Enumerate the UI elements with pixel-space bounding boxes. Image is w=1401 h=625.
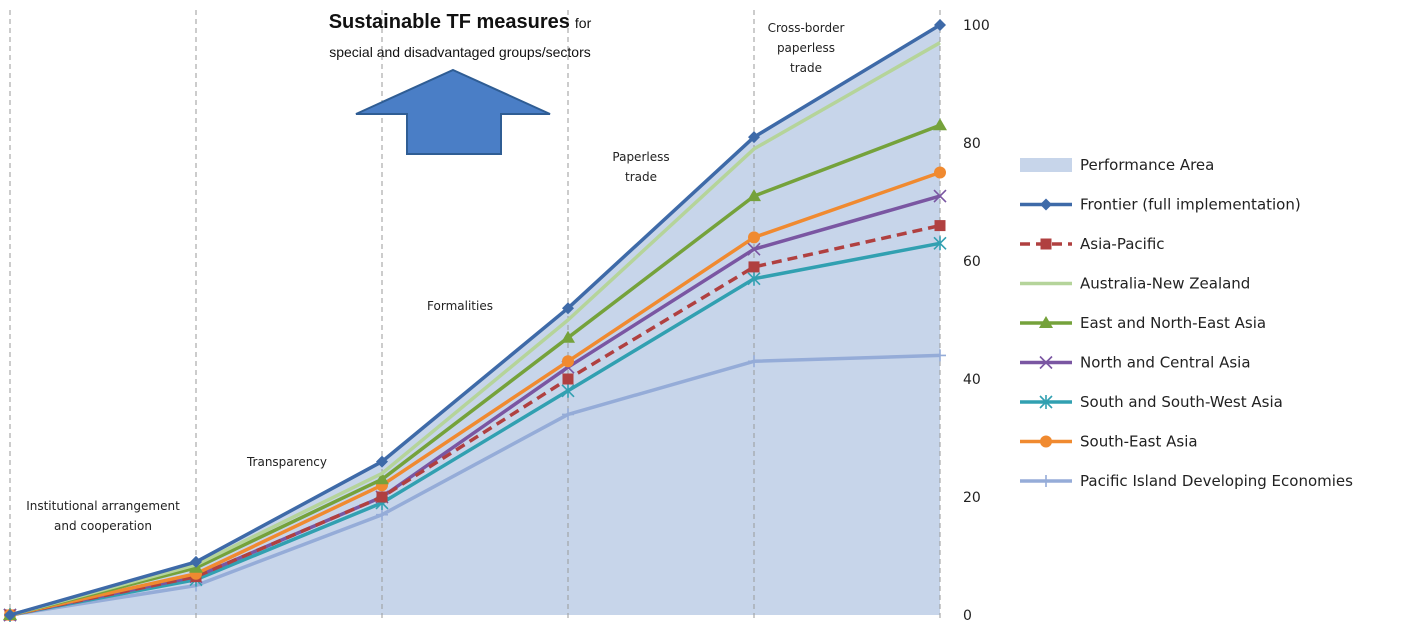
series-australia-new-zealand bbox=[9, 41, 941, 617]
legend-marker bbox=[1039, 355, 1053, 370]
y-tick-label: 0 bbox=[963, 608, 972, 624]
data-point bbox=[376, 508, 388, 521]
legend-marker bbox=[1040, 435, 1052, 448]
legend-item-east-and-north-east-asia: East and North-East Asia bbox=[1020, 314, 1266, 332]
legend-label: Asia-Pacific bbox=[1080, 235, 1165, 253]
chart-title-line: Sustainable TF measures for bbox=[329, 11, 592, 33]
chart-subtitle: special and disadvantaged groups/sectors bbox=[329, 44, 591, 60]
series-line bbox=[9, 41, 941, 617]
data-point bbox=[934, 349, 946, 362]
legend-label: South-East Asia bbox=[1080, 433, 1198, 451]
y-tick-label: 80 bbox=[963, 136, 981, 152]
legend-label: Pacific Island Developing Economies bbox=[1080, 472, 1353, 490]
data-point bbox=[748, 355, 760, 368]
series-frontier-full-implementation bbox=[4, 19, 946, 621]
data-point bbox=[933, 236, 947, 251]
up-arrow-icon bbox=[355, 68, 551, 155]
data-point bbox=[562, 302, 574, 315]
data-point bbox=[934, 19, 946, 31]
series-line bbox=[9, 353, 941, 617]
legend-item-australia-new-zealand: Australia-New Zealand bbox=[1020, 275, 1250, 293]
chart-title: Sustainable TF measures bbox=[329, 11, 570, 33]
series-south-east-asia bbox=[4, 166, 946, 621]
stage-label: Transparency bbox=[246, 455, 327, 469]
stage-label: Paperless trade bbox=[612, 150, 669, 184]
legend-label: South and South-West Asia bbox=[1080, 393, 1283, 411]
data-point bbox=[375, 472, 389, 485]
series-line bbox=[9, 223, 941, 617]
legend-item-pacific-island-developing-economies: Pacific Island Developing Economies bbox=[1020, 472, 1353, 490]
legend-marker bbox=[1040, 198, 1052, 211]
legend-label: Frontier (full implementation) bbox=[1080, 196, 1301, 214]
title-block: Sustainable TF measures for special and d… bbox=[329, 11, 592, 155]
legend-label: Performance Area bbox=[1080, 156, 1214, 174]
data-point bbox=[747, 271, 761, 286]
y-tick-label: 60 bbox=[963, 254, 981, 270]
data-point bbox=[934, 220, 946, 232]
legend-label: North and Central Asia bbox=[1080, 354, 1251, 372]
legend-marker bbox=[1040, 475, 1052, 487]
y-tick-label: 20 bbox=[963, 490, 981, 506]
y-tick-label: 100 bbox=[963, 18, 990, 34]
data-point bbox=[376, 491, 388, 503]
series-line bbox=[9, 194, 941, 617]
data-point bbox=[4, 609, 16, 621]
data-point bbox=[748, 261, 760, 273]
y-tick-label: 40 bbox=[963, 372, 981, 388]
y-axis: 0 20 40 60 80 100 bbox=[963, 18, 990, 624]
legend: Performance Area Frontier (full implement… bbox=[1020, 156, 1353, 490]
data-point bbox=[933, 118, 947, 131]
series-layer bbox=[3, 19, 947, 622]
data-point bbox=[747, 189, 761, 202]
data-point bbox=[748, 131, 760, 144]
legend-item-performance-area: Performance Area bbox=[1020, 156, 1214, 174]
legend-item-south-and-south-west-asia: South and South-West Asia bbox=[1020, 393, 1283, 411]
data-point bbox=[747, 242, 761, 256]
stage-label: Cross-border paperless trade bbox=[768, 21, 845, 75]
data-point bbox=[562, 408, 574, 421]
performance-area bbox=[10, 25, 940, 615]
legend-marker bbox=[1040, 238, 1052, 250]
legend-item-asia-pacific: Asia-Pacific bbox=[1020, 235, 1165, 253]
stage-labels: Institutional arrangement and cooperation… bbox=[26, 21, 844, 533]
legend-label: Australia-New Zealand bbox=[1080, 275, 1250, 293]
legend-marker bbox=[1039, 316, 1053, 328]
data-point bbox=[561, 330, 575, 343]
data-point bbox=[562, 355, 574, 368]
legend-swatch bbox=[1020, 158, 1072, 172]
legend-label: East and North-East Asia bbox=[1080, 314, 1266, 332]
performance-area-layer bbox=[10, 25, 940, 615]
chart-title-suffix: for bbox=[575, 15, 592, 31]
series-pacific-island-developing-economies bbox=[4, 349, 946, 621]
stage-label: Formalities bbox=[427, 299, 493, 313]
legend-marker bbox=[1039, 395, 1053, 409]
data-point bbox=[562, 373, 574, 385]
legend-item-north-and-central-asia: North and Central Asia bbox=[1020, 354, 1251, 372]
series-line bbox=[9, 123, 941, 617]
series-line bbox=[9, 23, 941, 617]
legend-item-south-east-asia: South-East Asia bbox=[1020, 433, 1198, 451]
data-point bbox=[748, 231, 760, 244]
stage-label: Institutional arrangement and cooperation bbox=[26, 499, 180, 533]
data-point bbox=[376, 455, 388, 468]
legend-item-frontier-full-implementation: Frontier (full implementation) bbox=[1020, 196, 1301, 214]
series-line bbox=[9, 241, 941, 617]
series-line bbox=[9, 170, 941, 617]
data-point bbox=[561, 383, 575, 398]
data-point bbox=[934, 166, 946, 179]
data-point bbox=[933, 189, 947, 203]
data-point bbox=[190, 555, 202, 568]
